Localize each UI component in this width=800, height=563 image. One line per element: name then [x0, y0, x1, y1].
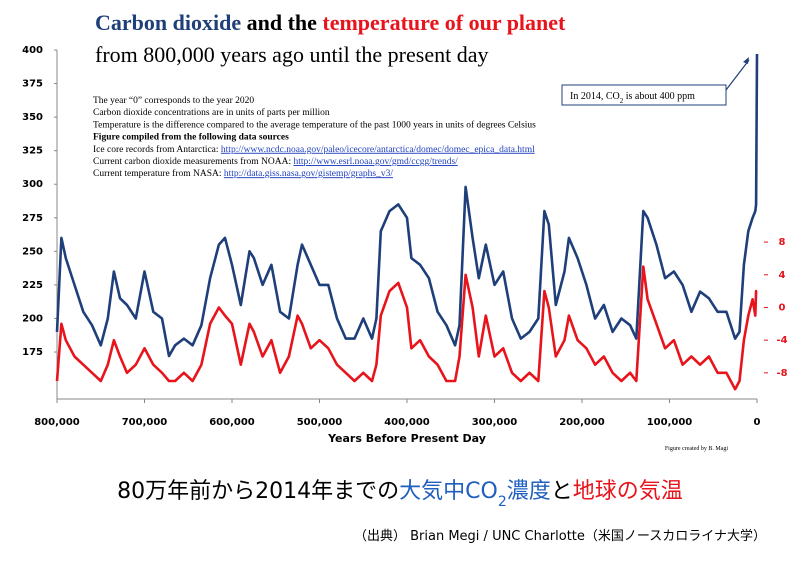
title-line-1: Carbon dioxide and the temperature of ou… [95, 10, 566, 35]
caption-part: 80万年前から2014年までの [117, 479, 399, 504]
caption-part: 大気中CO [399, 479, 498, 504]
note-link[interactable]: http://data.giss.nasa.gov/gistemp/graphs… [224, 169, 393, 179]
note-text: Current temperature from NASA: [93, 168, 224, 179]
title-part: Carbon dioxide [95, 10, 241, 35]
note-text: Current carbon dioxide measurements from… [93, 156, 294, 167]
y-tick-label: 350 [22, 112, 43, 123]
note-text: Carbon dioxide concentrations are in uni… [93, 107, 330, 118]
note-line: Temperature is the difference compared t… [93, 119, 536, 130]
note-text: The year “0” corresponds to the year 202… [93, 96, 254, 106]
note-text: Ice core records from Antarctica: [93, 144, 221, 155]
annotation-arrowhead [743, 57, 749, 64]
x-tick-label: 100,000 [647, 417, 693, 428]
title-part: temperature of our planet [322, 10, 566, 35]
note-link[interactable]: http://www.esrl.noaa.gov/gmd/ccgg/trends… [294, 157, 459, 167]
title-part: and the [241, 10, 322, 35]
note-text: Figure compiled from the following data … [93, 133, 289, 143]
caption-part: と [551, 479, 573, 504]
y2-tick-label: 8 [779, 237, 786, 248]
annotation-text: In 2014, CO [570, 91, 620, 102]
note-line: Carbon dioxide concentrations are in uni… [93, 107, 330, 118]
x-tick-label: 600,000 [209, 417, 255, 428]
y-tick-label: 225 [22, 280, 43, 291]
y-tick-label: 200 [22, 313, 43, 324]
notes: The year “0” corresponds to the year 202… [93, 96, 536, 179]
series-line [55, 265, 758, 391]
caption-part: 濃度 [507, 479, 551, 504]
x-axis-label: Years Before Present Day [327, 432, 486, 445]
y-tick-label: 275 [22, 213, 43, 224]
x-tick-label: 0 [754, 417, 761, 428]
x-tick-label: 300,000 [472, 417, 518, 428]
note-link[interactable]: http://www.ncdc.noaa.gov/paleo/icecore/a… [221, 145, 535, 155]
x-tick-label: 500,000 [297, 417, 343, 428]
note-text: Temperature is the difference compared t… [93, 119, 536, 130]
annotation-sub: 2 [620, 97, 624, 105]
y-tick-label: 400 [22, 45, 43, 56]
note-line: Current carbon dioxide measurements from… [93, 156, 458, 167]
caption-part: 地球の気温 [573, 479, 683, 504]
y2-tick-label: 0 [779, 302, 786, 313]
note-line: Current temperature from NASA: http://da… [93, 168, 393, 179]
series-line [55, 53, 759, 358]
annotation: In 2014, CO2 is about 400 ppm [570, 91, 695, 105]
y2-tick-label: -4 [776, 335, 787, 346]
y-tick-label: 250 [22, 246, 43, 257]
x-tick-label: 700,000 [122, 417, 168, 428]
y2-tick-label: -8 [776, 368, 787, 379]
caption-part: 2 [498, 494, 507, 510]
caption: 80万年前から2014年までの大気中CO2濃度と地球の気温 [117, 479, 683, 510]
note-line: The year “0” corresponds to the year 202… [93, 96, 254, 106]
annotation-text: is about 400 ppm [623, 91, 695, 102]
y-tick-label: 175 [22, 347, 43, 358]
note-line: Ice core records from Antarctica: http:/… [93, 144, 535, 155]
y-tick-label: 375 [22, 79, 43, 90]
y-tick-label: 300 [22, 179, 43, 190]
y2-tick-label: 4 [779, 270, 786, 281]
x-tick-label: 200,000 [559, 417, 605, 428]
y-tick-label: 325 [22, 146, 43, 157]
title-line-2: from 800,000 years ago until the present… [95, 42, 488, 67]
note-line: Figure compiled from the following data … [93, 133, 289, 143]
source: （出典） Brian Megi / UNC Charlotte（米国ノースカロラ… [354, 528, 766, 544]
credit: Figure created by B. Magi [665, 446, 728, 452]
x-tick-label: 400,000 [384, 417, 430, 428]
x-tick-label: 800,000 [34, 417, 80, 428]
annotation-box [561, 84, 727, 106]
annotation-arrow [725, 59, 750, 91]
